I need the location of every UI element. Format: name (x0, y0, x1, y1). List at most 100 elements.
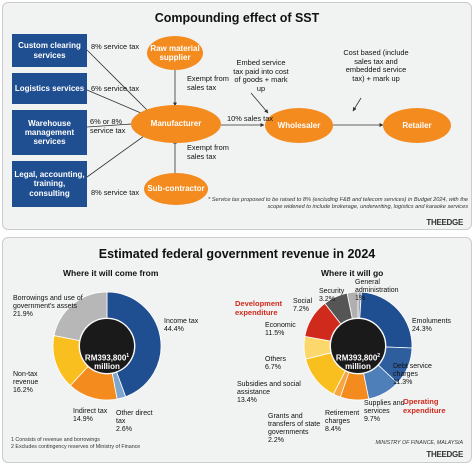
label-non-tax-revenue-value: 16.2% (13, 387, 33, 395)
footnotes: 1 Consists of revenue and borrowings 2 E… (11, 437, 140, 451)
label-economic-name: Economic (265, 322, 296, 329)
label-security: Security 3.2% (319, 288, 349, 304)
revenue-panel: Estimated federal government revenue in … (2, 237, 472, 463)
label-subsidies: Subsidies and social assistance 13.4% (237, 381, 301, 405)
custom-tax-label: 8% service tax (91, 42, 140, 51)
label-others-value: 6.7% (265, 364, 281, 372)
label-borrowings: Borrowings and use of government's asset… (13, 295, 95, 319)
theedge-logo-bottom: THEEDGE (426, 450, 463, 459)
label-others-name: Others (265, 356, 287, 363)
label-general-administration-value: 1% (355, 295, 366, 303)
revenue-donut-hole (80, 319, 134, 373)
sst-footnote: * Service tax proposed to be raised to 8… (208, 197, 468, 210)
warehouse-box: Warehouse management services (12, 110, 87, 155)
subcontractor-oval: Sub-contractor (144, 173, 208, 205)
revenue-slice-income-tax (106, 291, 162, 398)
label-indirect-tax: Indirect tax 14.9% (73, 408, 109, 424)
retailer-oval: Retailer (383, 108, 451, 143)
legal-box: Legal, accounting, training, consulting (12, 161, 87, 207)
label-subsidies-name: Subsidies and social assistance (237, 381, 301, 397)
label-economic: Economic 11.5% (265, 322, 305, 338)
label-debt-service-name: Debt service charges (393, 363, 432, 379)
left-subtitle: Where it will come from (63, 268, 159, 278)
footnote-2: 2 Excludes contingency reserves of Minis… (11, 444, 141, 451)
label-security-name: Security (319, 288, 345, 295)
footnote-1: 1 Consists of revenue and borrowings (11, 437, 100, 443)
label-non-tax-revenue-name: Non-tax revenue (13, 371, 39, 387)
label-supplies-services-name: Supplies and services (364, 400, 405, 416)
left-total-value: RM393,800 (84, 353, 127, 363)
development-expenditure-label: Development expenditure (235, 299, 283, 317)
label-other-direct-tax-name: Other direct tax (116, 410, 153, 426)
left-total-sup: 1 (126, 353, 130, 359)
label-debt-service: Debt service charges 11.3% (393, 363, 441, 387)
label-non-tax-revenue: Non-tax revenue 16.2% (13, 371, 55, 395)
label-retirement-value: 8.4% (325, 426, 341, 434)
label-debt-service-value: 11.3% (393, 379, 413, 387)
label-income-tax-name: Income tax (164, 318, 199, 325)
operating-expenditure-label: Operating expenditure (403, 397, 446, 415)
arrow-embed (250, 92, 269, 114)
sst-title: Compounding effect of SST (154, 11, 320, 25)
label-subsidies-value: 13.4% (237, 397, 257, 405)
theedge-logo-top: THEEDGE (426, 218, 463, 227)
label-income-tax-value: 44.4% (164, 326, 184, 334)
exempt-bottom-label: Exempt from sales tax (187, 143, 229, 161)
right-center-total: RM393,8002 million (320, 353, 396, 372)
sst-panel: Compounding effect of SST Custom clearin… (2, 2, 472, 230)
manufacturer-oval: Manufacturer (131, 105, 221, 143)
label-income-tax: Income tax 44.4% (164, 318, 204, 334)
raw-material-oval: Raw material supplier (147, 36, 203, 70)
custom-clearing-box: Custom clearing services (12, 34, 87, 67)
label-social-name: Social (293, 298, 313, 305)
label-borrowings-name: Borrowings and use of government's asset… (13, 295, 83, 311)
logistics-tax-label: 6% service tax (91, 84, 140, 93)
label-economic-value: 11.5% (265, 330, 285, 338)
label-supplies-services-value: 9.7% (364, 416, 380, 424)
label-grants-transfers-name: Grants and transfers of state government… (268, 413, 321, 437)
label-indirect-tax-name: Indirect tax (73, 408, 108, 415)
arrow-cost (352, 97, 362, 112)
right-subtitle: Where it will go (321, 268, 384, 278)
revenue-title: Estimated federal government revenue in … (98, 247, 376, 261)
label-general-administration: General administration 1% (355, 279, 405, 303)
arrow-custom (86, 49, 152, 115)
label-others: Others 6.7% (265, 356, 299, 372)
wholesaler-oval: Wholesaler (265, 108, 333, 143)
revenue-slice-borrowings-and-use-of-government-s-assets (53, 291, 108, 342)
label-grants-transfers: Grants and transfers of state government… (268, 413, 328, 445)
label-other-direct-tax-value: 2.6% (116, 426, 132, 434)
label-other-direct-tax: Other direct tax 2.6% (116, 410, 156, 434)
expenditure-slice-security (346, 291, 359, 320)
revenue-source-donut (52, 291, 162, 401)
right-total-value: RM393,800 (335, 353, 378, 363)
label-indirect-tax-value: 14.9% (73, 416, 93, 424)
arrow-legal (86, 130, 152, 178)
sales-tax-label: 10% sales tax (227, 114, 274, 123)
source-label: MINISTRY OF FINANCE, MALAYSIA (375, 440, 463, 446)
label-retirement: Retirement charges 8.4% (325, 410, 369, 434)
label-social: Social 7.2% (293, 298, 323, 314)
legal-tax-label: 8% service tax (91, 188, 140, 197)
label-general-administration-name: General administration (355, 279, 399, 295)
label-emoluments-name: Emoluments (412, 318, 451, 325)
label-security-value: 3.2% (319, 296, 335, 304)
label-retirement-name: Retirement charges (325, 410, 360, 426)
label-borrowings-value: 21.9% (13, 311, 33, 319)
label-grants-transfers-value: 2.2% (268, 437, 284, 445)
embed-label: Embed service tax paid into cost of good… (233, 58, 289, 93)
cost-based-label: Cost based (include sales tax and embedd… (343, 48, 409, 83)
logistics-box: Logistics services (12, 73, 87, 104)
label-emoluments-value: 24.3% (412, 326, 432, 334)
warehouse-tax-label: 6% or 8% service tax (90, 117, 126, 135)
left-center-total: RM393,8001 million (69, 353, 145, 372)
left-total-unit: million (94, 362, 120, 372)
expenditure-donut-hole (331, 319, 385, 373)
label-supplies-services: Supplies and services 9.7% (364, 400, 412, 424)
exempt-top-label: Exempt from sales tax (187, 74, 229, 92)
label-social-value: 7.2% (293, 306, 309, 314)
arrow-logistics (86, 89, 149, 117)
right-total-unit: million (345, 362, 371, 372)
expenditure-donut (303, 291, 413, 401)
right-total-sup: 2 (377, 353, 381, 359)
